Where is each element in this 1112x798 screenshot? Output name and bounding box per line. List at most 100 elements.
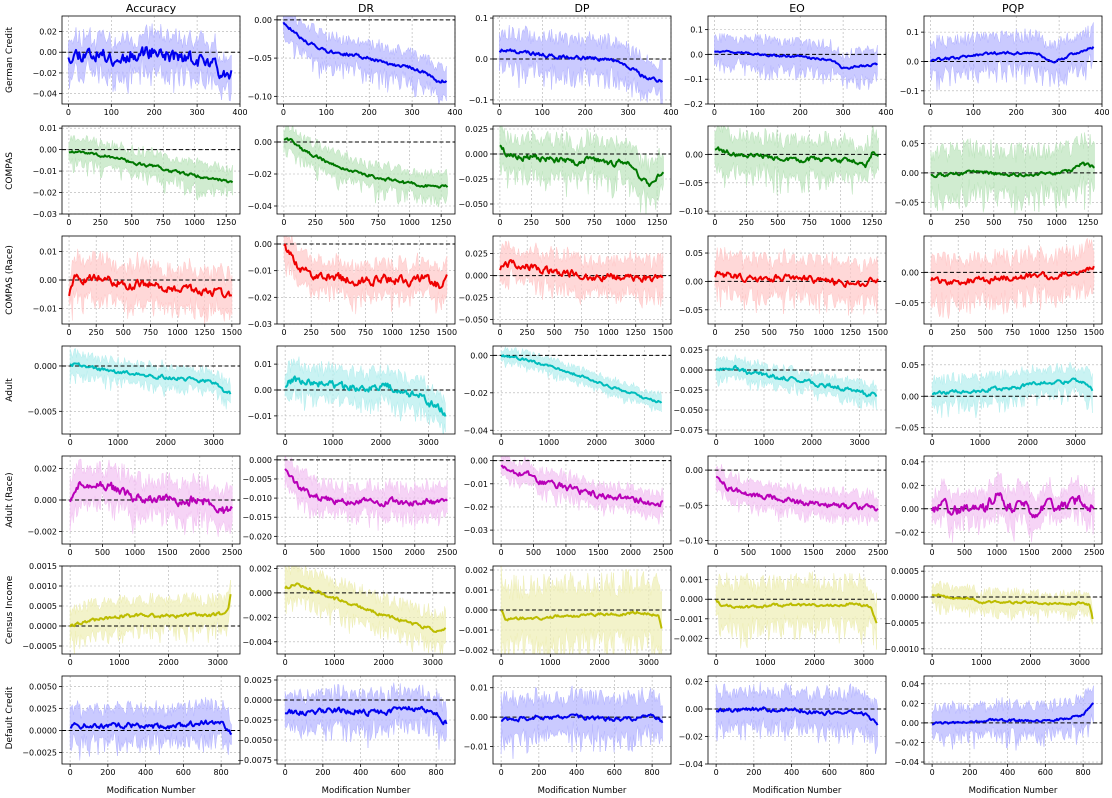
axes-frame-compas-pqp (923, 125, 1103, 215)
series-line-adult-race-eo (716, 475, 879, 512)
column-titles: Accuracy DR DP EO PQP (126, 2, 1024, 15)
series-line-adult-dp (500, 354, 663, 404)
y-tick-label: 0.0000 (244, 696, 272, 705)
x-tick-label: 500 (547, 328, 562, 337)
axes-frame-german-credit-pqp (923, 15, 1103, 105)
x-tick-label: 600 (391, 768, 406, 777)
y-tick-label: −0.010 (242, 494, 272, 503)
x-tick-label: 3000 (1070, 658, 1090, 667)
x-tick-label: 400 (569, 768, 584, 777)
band-default-credit-dr (284, 682, 447, 750)
x-tick-label: 1000 (970, 438, 990, 447)
x-tick-label: 0 (499, 658, 504, 667)
y-tick-label: −0.005 (27, 407, 57, 416)
x-tick-label: 0 (68, 548, 73, 557)
x-tick-label: 200 (746, 768, 761, 777)
x-tick-label: 1500 (653, 328, 673, 337)
y-tick-label: −0.01 (463, 742, 488, 751)
x-tick-label: 400 (138, 768, 153, 777)
band-adult-accuracy (69, 348, 231, 410)
panel-compas-pqp: 0 250 500 750 1000 1250 0.05 0.00 −0.05 (894, 125, 1103, 227)
x-tick-label: 500 (331, 328, 346, 337)
y-tick-label: −0.02 (32, 69, 57, 78)
x-tick-label: 1500 (1019, 548, 1039, 557)
x-tick-label: 3000 (639, 658, 659, 667)
y-tick-label: −0.05 (247, 54, 272, 63)
x-tick-label: 2000 (190, 548, 210, 557)
x-tick-label: 400 (784, 768, 799, 777)
x-tick-label: 1000 (556, 548, 576, 557)
x-tick-label: 400 (353, 768, 368, 777)
axes-frame-census-income-eo (707, 565, 887, 655)
x-tick-label: 250 (951, 328, 966, 337)
x-tick-label: 500 (770, 218, 785, 227)
x-tick-label: 1000 (831, 218, 851, 227)
x-tick-label: 500 (957, 548, 972, 557)
x-tick-label: 250 (520, 328, 535, 337)
column-title-accuracy: Accuracy (126, 2, 177, 15)
panel-german-credit-eo: 0 100 200 300 400 0.1 0.0 −0.1 −0.2 (684, 15, 894, 117)
axes-frame-compas-dr (276, 125, 456, 215)
x-tick-label: 0 (928, 218, 933, 227)
y-tick-label: −0.04 (32, 90, 57, 99)
x-tick-label: 2500 (437, 548, 457, 557)
series-line-default-credit-dr (284, 705, 448, 726)
y-tick-label: −0.03 (32, 210, 57, 219)
y-tick-label: −0.05 (894, 198, 919, 207)
x-tick-label: 200 (962, 768, 977, 777)
x-tick-label: 500 (986, 218, 1001, 227)
x-axis-label-dp: Modification Number (538, 786, 627, 796)
series-line-compas-dp (499, 144, 665, 188)
series-line-compas-pqp (930, 161, 1095, 179)
x-tick-label: 300 (1051, 108, 1066, 117)
y-tick-label: −0.02 (463, 389, 488, 398)
axes-frame-compas-eo (707, 125, 887, 215)
y-tick-label: 0.0025 (244, 676, 272, 685)
panel-german-credit-dr: 0 100 200 300 400 0.00 −0.05 −0.10 (247, 15, 463, 117)
y-tick-label: 0.000 (249, 456, 272, 465)
panel-census-income-pqp: 0 1000 2000 3000 0.0005 0.0000 −0.0005 −0.0010 (884, 565, 1103, 667)
axes-frame-adult-race-dp (492, 455, 672, 545)
y-tick-label: 0.00 (470, 713, 488, 722)
x-tick-label: 1250 (195, 328, 215, 337)
y-tick-label: −0.05 (678, 306, 703, 315)
band-adult-race-dr (284, 456, 448, 531)
y-tick-label: 0.00 (39, 48, 57, 57)
series-line-compas-race-dp (499, 259, 664, 283)
x-tick-label: 400 (1094, 108, 1109, 117)
y-tick-label: −0.015 (242, 513, 272, 522)
panel-default-credit-accuracy: 0 200 400 600 800 0.0050 0.0025 0.0000 −0.0025 (22, 675, 241, 777)
x-tick-label: 1250 (862, 218, 882, 227)
x-tick-label: 0 (712, 218, 717, 227)
y-tick-label: −0.05 (894, 299, 919, 308)
x-tick-label: 1000 (324, 658, 344, 667)
y-tick-label: 0.0000 (891, 593, 919, 602)
axes-frame-compas-accuracy (61, 125, 241, 215)
x-tick-label: 2000 (405, 548, 425, 557)
x-tick-label: 2500 (1084, 548, 1104, 557)
x-tick-label: 750 (371, 218, 386, 227)
y-tick-label: 0.0 (906, 57, 919, 66)
y-tick-label: −0.1 (684, 75, 703, 84)
band-adult-race-dp (500, 456, 664, 525)
x-axis-label-dr: Modification Number (322, 786, 411, 796)
x-tick-label: 500 (741, 548, 756, 557)
x-tick-label: 400 (447, 108, 462, 117)
y-tick-label: −0.0050 (237, 736, 272, 745)
y-tick-label: −0.0075 (237, 756, 272, 765)
y-tick-label: −0.03 (463, 526, 488, 535)
x-tick-label: 0 (66, 218, 71, 227)
axes-frame-default-credit-dp (492, 675, 672, 765)
row-labels: German Credit COMPAS COMPAS (Race) Adult… (5, 27, 15, 750)
y-tick-label: 0.00 (470, 351, 488, 360)
axes-frame-german-credit-dr (276, 15, 456, 105)
panel-compas-eo: 0 250 500 750 1000 1250 0.00 −0.05 −0.10 (678, 125, 887, 227)
y-tick-label: 0.00 (254, 240, 272, 249)
x-tick-label: 0 (714, 768, 719, 777)
axes-frame-default-credit-eo (707, 675, 887, 765)
series-line-compas-race-eo (714, 270, 879, 288)
y-tick-label: 0.00 (685, 466, 703, 475)
x-tick-label: 200 (1009, 108, 1024, 117)
series-line-adult-race-pqp (931, 492, 1095, 519)
column-title-dp: DP (574, 2, 589, 15)
